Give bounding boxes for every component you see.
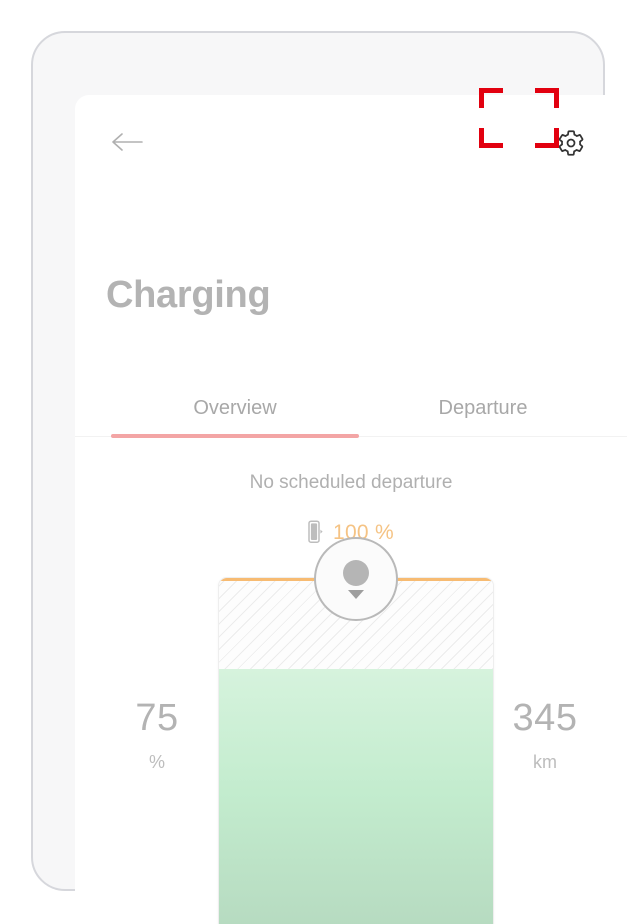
readout-percent-unit: % xyxy=(148,752,165,772)
tab-overview-label: Overview xyxy=(193,396,277,419)
app-panel: Charging Overview Departure No scheduled… xyxy=(75,95,627,924)
chevron-down-icon xyxy=(348,589,364,599)
readout-percent: 75 % xyxy=(97,699,217,771)
schedule-status-text: No scheduled departure xyxy=(249,472,453,493)
tab-departure-label: Departure xyxy=(438,396,528,419)
tab-active-indicator xyxy=(111,434,359,438)
tab-bar: Overview Departure xyxy=(75,377,627,439)
back-button[interactable] xyxy=(103,119,151,165)
tab-overview[interactable]: Overview xyxy=(111,377,359,439)
readout-range: 345 km xyxy=(485,699,605,771)
top-bar xyxy=(75,95,627,191)
slider-handle-dot xyxy=(343,559,369,586)
tab-departure[interactable]: Departure xyxy=(359,377,607,439)
readout-range-value: 345 xyxy=(512,697,578,739)
gear-icon xyxy=(556,128,586,158)
chart-charge-fill xyxy=(219,668,493,924)
screen-root: Charging Overview Departure No scheduled… xyxy=(31,31,627,924)
page-title: Charging xyxy=(106,274,271,316)
battery-icon xyxy=(308,518,323,549)
arrow-left-icon xyxy=(110,131,144,153)
readout-percent-value: 75 xyxy=(135,697,179,739)
device-frame: Charging Overview Departure No scheduled… xyxy=(31,31,627,924)
charge-limit-slider-handle[interactable] xyxy=(314,537,398,621)
charge-level-chart xyxy=(218,537,494,924)
settings-button[interactable] xyxy=(541,115,601,171)
charge-level-chart-box xyxy=(218,577,494,924)
readout-range-unit: km xyxy=(533,752,557,772)
